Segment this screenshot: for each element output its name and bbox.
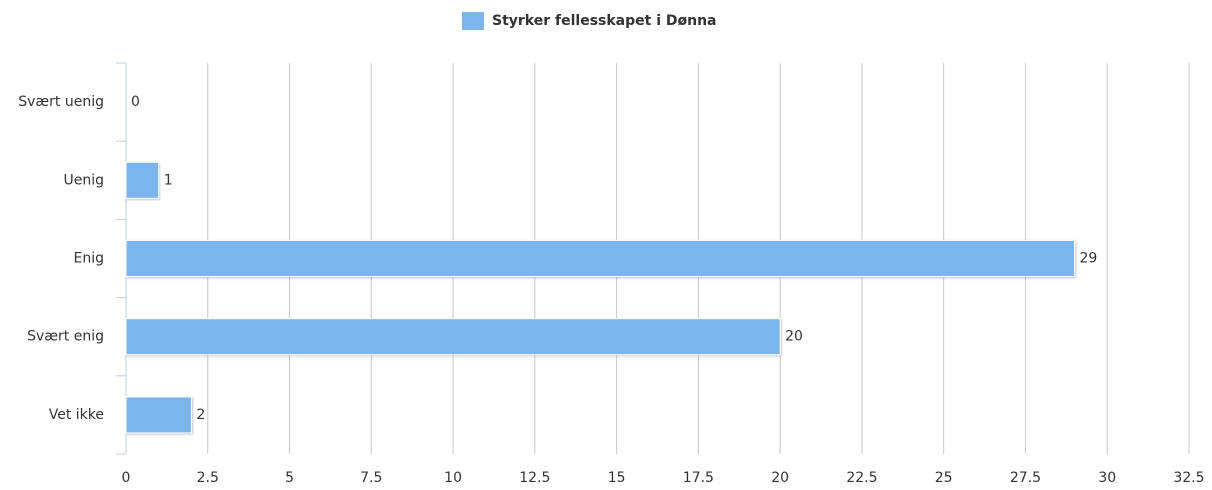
x-tick-label: 20 — [771, 470, 789, 486]
legend-label: Styrker fellesskapet i Dønna — [492, 13, 717, 29]
data-label: 1 — [164, 172, 173, 188]
bar — [125, 396, 192, 434]
bar — [125, 240, 1076, 277]
y-tick-label: Vet ikke — [49, 407, 104, 423]
x-tick-label: 5 — [285, 470, 294, 486]
x-tick-label: 12.5 — [519, 470, 550, 486]
x-tick-label: 27.5 — [1010, 470, 1041, 486]
x-tick-label: 25 — [935, 470, 953, 486]
bar — [125, 318, 781, 356]
y-tick-label: Svært enig — [27, 329, 104, 345]
x-tick-label: 32.5 — [1173, 470, 1204, 486]
x-tick-label: 7.5 — [360, 470, 382, 486]
bar — [125, 161, 160, 199]
data-label: 0 — [131, 94, 140, 110]
y-tick-label: Svært uenig — [18, 94, 104, 110]
x-tick-label: 10 — [444, 470, 462, 486]
x-tick-label: 30 — [1098, 470, 1116, 486]
y-tick-label: Uenig — [63, 172, 104, 188]
x-tick-label: 22.5 — [846, 470, 877, 486]
x-tick-label: 15 — [608, 470, 626, 486]
data-label: 29 — [1080, 251, 1098, 267]
y-tick-label: Enig — [74, 251, 105, 267]
legend-swatch — [462, 12, 484, 30]
data-label: 2 — [196, 407, 205, 423]
x-tick-label: 0 — [122, 470, 131, 486]
data-label: 20 — [785, 329, 803, 345]
x-tick-label: 17.5 — [683, 470, 714, 486]
x-tick-label: 2.5 — [197, 470, 219, 486]
